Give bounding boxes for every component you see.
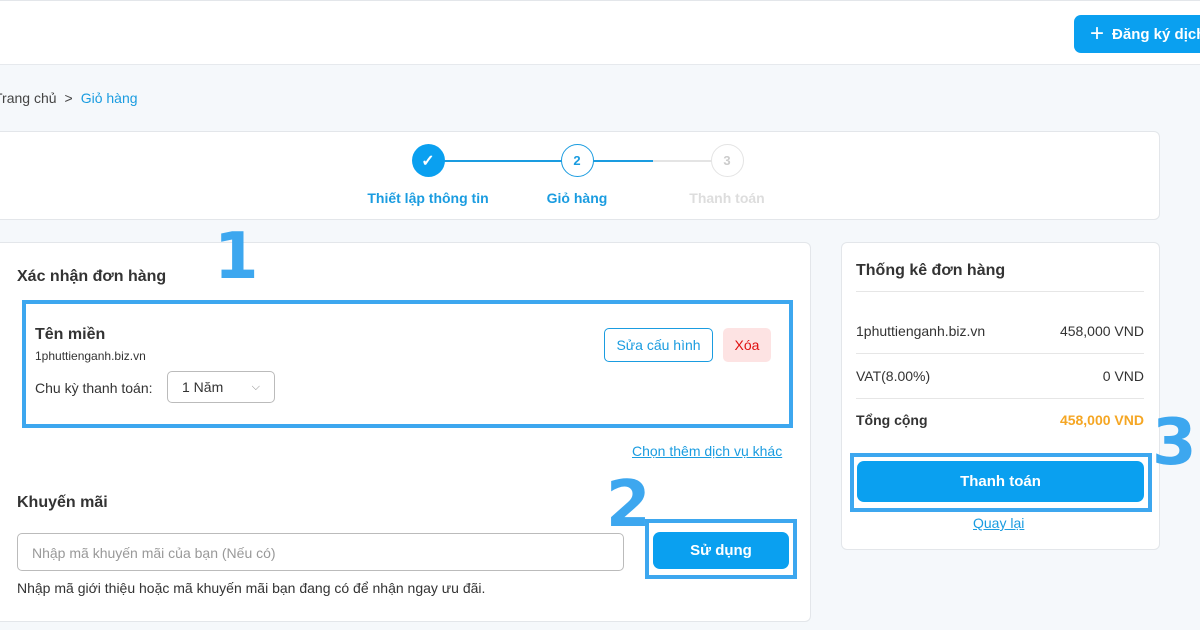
line-label: VAT(8.00%)	[856, 368, 931, 384]
step-label: Giỏ hàng	[546, 190, 608, 206]
edit-config-button[interactable]: Sửa cấu hình	[604, 328, 713, 362]
chevron-down-icon: ⌵	[251, 380, 260, 393]
annotation-2: 2	[606, 468, 651, 542]
step-cart: 2 Giỏ hàng	[477, 144, 677, 206]
order-title: Xác nhận đơn hàng	[17, 268, 167, 285]
step-setup: ✓ Thiết lập thông tin	[328, 144, 528, 206]
breadcrumb-home[interactable]: Trang chủ	[0, 90, 57, 106]
order-item-domain: Tên miền 1phuttienganh.biz.vn Chu kỳ tha…	[22, 300, 793, 428]
breadcrumb-current: Giỏ hàng	[80, 90, 138, 106]
apply-highlight	[645, 519, 797, 579]
step-connector	[437, 160, 567, 162]
step-label: Thanh toán	[689, 190, 765, 206]
billing-cycle-value: 1 Năm	[182, 379, 224, 395]
summary-line: VAT(8.00%) 0 VND	[856, 368, 1144, 384]
step-connector	[653, 160, 715, 162]
chevron-right-icon: >	[64, 90, 73, 106]
step-number: 3	[710, 144, 744, 177]
back-link[interactable]: Quay lại	[973, 515, 1025, 531]
divider	[856, 398, 1144, 399]
step-connector	[587, 160, 653, 162]
promo-code-input[interactable]: Nhập mã khuyến mãi của bạn (Nếu có)	[17, 533, 624, 571]
item-name: Tên miền	[35, 326, 106, 343]
check-icon: ✓	[411, 144, 445, 177]
add-more-services-link[interactable]: Chọn thêm dịch vụ khác	[632, 443, 783, 459]
billing-cycle-label: Chu kỳ thanh toán:	[35, 380, 153, 396]
annotation-1: 1	[214, 220, 259, 294]
total-label: Tổng cộng	[856, 412, 928, 428]
pay-highlight	[850, 453, 1152, 512]
line-value: 458,000 VND	[1059, 323, 1144, 339]
breadcrumb: Trang chủ > Giỏ hàng	[0, 90, 138, 106]
step-number: 2	[560, 144, 594, 177]
top-bar: + Đăng ký dịch	[0, 0, 1200, 65]
summary-title: Thống kê đơn hàng	[856, 262, 1006, 279]
divider	[856, 291, 1144, 292]
step-payment: 3 Thanh toán	[627, 144, 827, 206]
apply-promo-button[interactable]: Sử dụng	[653, 532, 789, 569]
line-value: 0 VND	[1102, 368, 1144, 384]
divider	[856, 353, 1144, 354]
item-domain: 1phuttienganh.biz.vn	[35, 349, 146, 363]
plus-icon: +	[1090, 20, 1105, 47]
promo-title: Khuyến mãi	[17, 494, 108, 511]
annotation-3: 3	[1152, 406, 1197, 480]
register-service-button[interactable]: + Đăng ký dịch	[1074, 15, 1200, 53]
billing-cycle-select[interactable]: 1 Năm ⌵	[167, 371, 275, 403]
checkout-stepper: ✓ Thiết lập thông tin 2 Giỏ hàng 3 Thanh…	[0, 131, 1160, 220]
pay-button[interactable]: Thanh toán	[857, 461, 1144, 502]
summary-total: Tổng cộng 458,000 VND	[856, 412, 1144, 428]
line-label: 1phuttienganh.biz.vn	[856, 323, 986, 339]
step-label: Thiết lập thông tin	[367, 190, 489, 206]
promo-hint: Nhập mã giới thiệu hoặc mã khuyến mãi bạ…	[17, 580, 486, 596]
delete-item-button[interactable]: Xóa	[723, 328, 771, 362]
summary-line: 1phuttienganh.biz.vn 458,000 VND	[856, 323, 1144, 339]
total-value: 458,000 VND	[1059, 412, 1144, 428]
register-label: Đăng ký dịch	[1112, 25, 1200, 43]
